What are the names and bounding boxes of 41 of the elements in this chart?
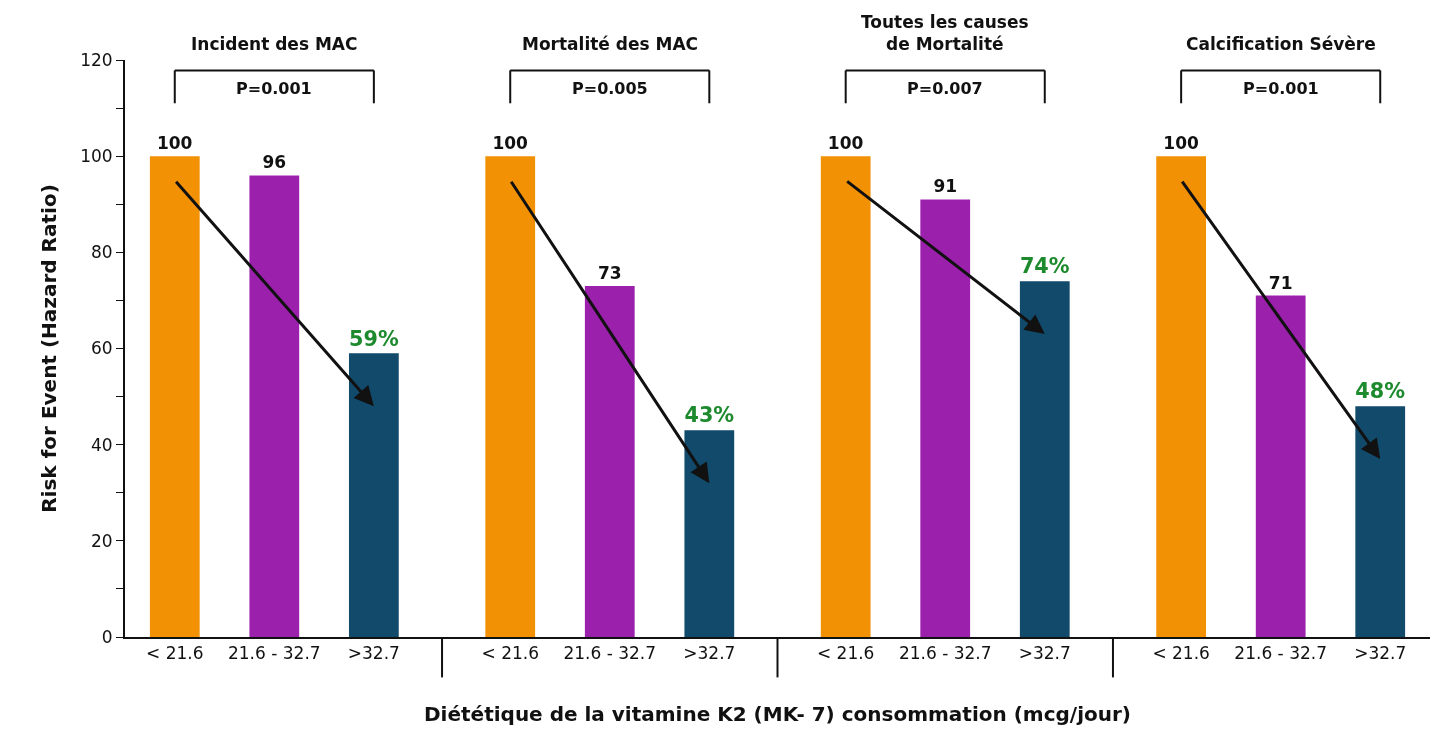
x-tick-label: < 21.6: [1152, 643, 1210, 664]
y-tick-label: 60: [90, 338, 113, 359]
x-tick-label: 21.6 - 32.7: [1234, 643, 1328, 664]
y-tick-label: 100: [80, 146, 113, 167]
data-label: 73: [597, 262, 622, 283]
x-tick-label: < 21.6: [816, 643, 875, 664]
data-label: 74%: [1019, 254, 1070, 279]
data-label: 100: [156, 133, 193, 154]
data-label: 100: [1163, 133, 1199, 154]
data-label: 91: [933, 176, 958, 197]
y-tick-label: 40: [90, 434, 113, 455]
text: Mortalité des MAC: [522, 34, 699, 54]
y-tick-label: 0: [101, 626, 113, 647]
x-tick-label: 21.6 - 32.7: [227, 643, 321, 664]
text: Calcification Sévère: [1186, 34, 1376, 54]
data-label: 100: [827, 133, 864, 154]
x-tick-label: >32.7: [683, 643, 736, 664]
data-label: 59%: [348, 326, 399, 351]
data-label: 96: [262, 152, 287, 173]
y-tick-label: 80: [90, 242, 113, 263]
y-tick-label: 20: [90, 530, 113, 551]
x-axis-title: Diététique de la vitamine K2 (MK- 7) consommation (mcg/jour): [424, 702, 1131, 727]
x-tick-label: < 21.6: [481, 643, 539, 664]
text: Incident des MAC: [191, 34, 358, 54]
y-axis-title: Risk for Event (Hazard Ratio): [37, 184, 62, 513]
data-label: 43%: [684, 403, 735, 428]
annotation: P=0.007: [907, 79, 983, 98]
data-label: 71: [1268, 272, 1293, 293]
x-tick-label: 21.6 - 32.7: [563, 643, 657, 664]
annotation: P=0.005: [572, 79, 648, 98]
data-label: 100: [492, 133, 529, 154]
x-tick-label: >32.7: [347, 643, 400, 664]
x-tick-label: >32.7: [1354, 643, 1407, 664]
annotation: P=0.001: [236, 79, 312, 98]
data-label: 48%: [1355, 379, 1406, 404]
text: Toutes les causes de Mortalité: [861, 12, 1029, 55]
x-tick-label: < 21.6: [146, 643, 204, 664]
x-tick-label: 21.6 - 32.7: [898, 643, 992, 664]
annotation: P=0.001: [1243, 79, 1319, 98]
y-tick-label: 120: [80, 49, 113, 70]
x-tick-label: >32.7: [1018, 643, 1071, 664]
